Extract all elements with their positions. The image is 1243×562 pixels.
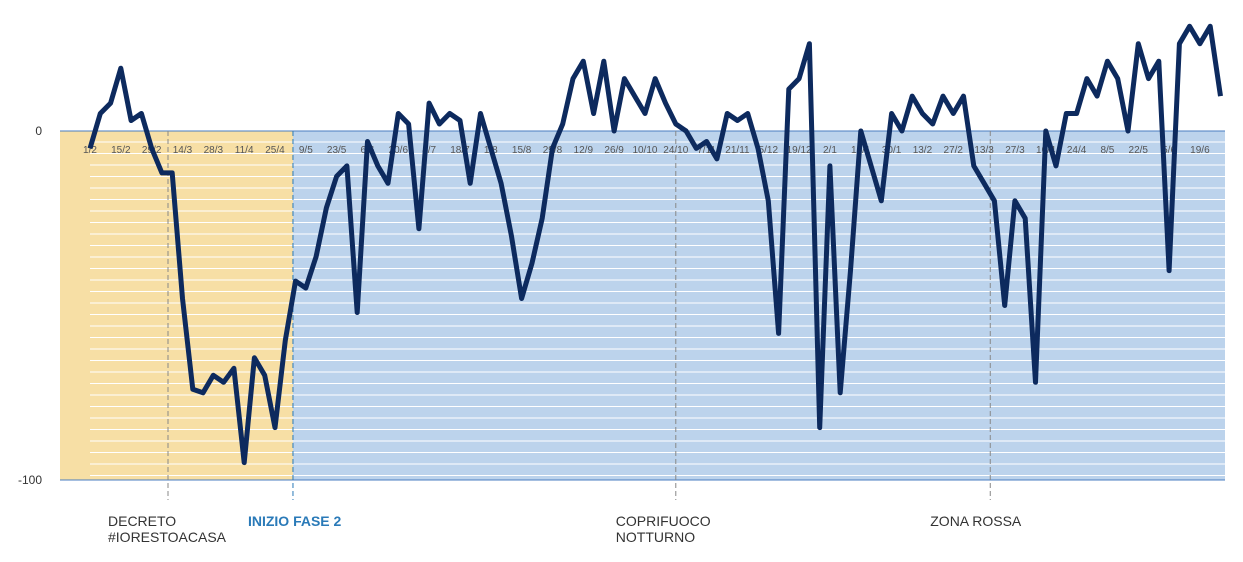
x-tick-label: 13/2 xyxy=(913,145,933,156)
x-tick-label: 4/7 xyxy=(422,145,436,156)
y-tick-label: -100 xyxy=(18,473,42,487)
x-tick-label: 19/6 xyxy=(1190,145,1210,156)
x-tick-label: 18/7 xyxy=(450,145,470,156)
x-tick-label: 27/3 xyxy=(1005,145,1025,156)
annotation-label: COPRIFUOCO xyxy=(616,513,711,529)
x-tick-label: 27/2 xyxy=(944,145,964,156)
x-tick-label: 30/1 xyxy=(882,145,902,156)
x-tick-label: 28/3 xyxy=(204,145,224,156)
x-tick-label: 14/3 xyxy=(173,145,193,156)
annotation-label: NOTTURNO xyxy=(616,529,695,545)
x-tick-label: 15/8 xyxy=(512,145,532,156)
annotation-label: INIZIO FASE 2 xyxy=(248,513,342,529)
x-tick-label: 25/4 xyxy=(265,145,285,156)
y-tick-label: 0 xyxy=(35,124,42,138)
x-tick-label: 13/3 xyxy=(974,145,994,156)
x-tick-label: 19/12 xyxy=(787,145,812,156)
x-tick-label: 7/11 xyxy=(697,145,716,156)
x-tick-label: 15/2 xyxy=(111,145,131,156)
data-line xyxy=(87,23,1223,466)
annotation-label: DECRETO xyxy=(108,513,176,529)
annotation-label: ZONA ROSSA xyxy=(930,513,1022,529)
x-tick-label: 23/5 xyxy=(327,145,347,156)
x-tick-label: 10/10 xyxy=(632,145,657,156)
x-tick-label: 24/4 xyxy=(1067,145,1087,156)
x-tick-label: 2/1 xyxy=(823,145,837,156)
x-tick-label: 11/4 xyxy=(235,145,254,156)
x-tick-label: 9/5 xyxy=(299,145,313,156)
x-tick-label: 1/2 xyxy=(83,145,97,156)
x-tick-label: 26/9 xyxy=(604,145,624,156)
x-tick-label: 20/6 xyxy=(389,145,409,156)
x-tick-label: 5/12 xyxy=(759,145,779,156)
phase-2-band xyxy=(292,131,1225,480)
x-tick-label: 12/9 xyxy=(574,145,594,156)
phase-1-band xyxy=(60,131,293,480)
x-tick-label: 5/6 xyxy=(1162,145,1176,156)
annotation-label: #IORESTOACASA xyxy=(108,529,227,545)
x-tick-label: 21/11 xyxy=(725,145,750,156)
x-tick-label: 22/5 xyxy=(1129,145,1149,156)
x-tick-label: 8/5 xyxy=(1100,145,1114,156)
